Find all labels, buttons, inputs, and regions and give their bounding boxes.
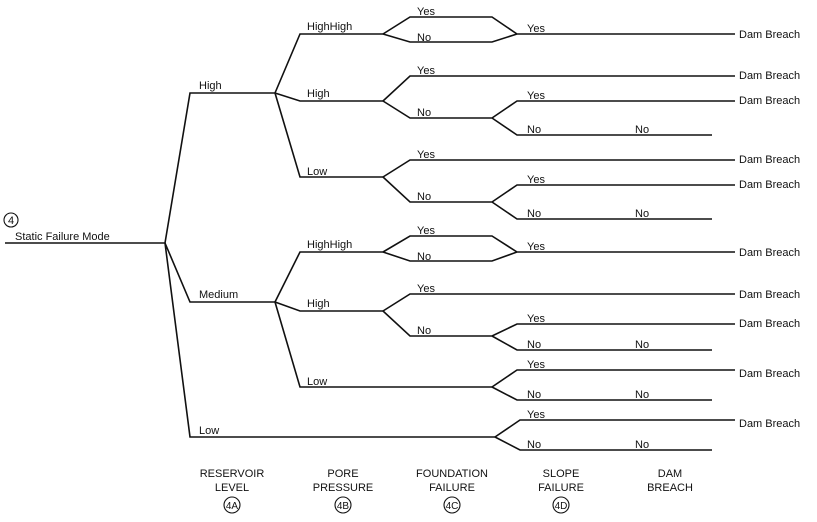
label-no: No bbox=[527, 439, 541, 451]
root-label: Static Failure Mode bbox=[15, 231, 110, 243]
column-title: BREACH bbox=[647, 482, 693, 494]
outcome-dam-breach: Dam Breach bbox=[739, 95, 800, 107]
outcome-dam-breach: Dam Breach bbox=[739, 247, 800, 259]
label-no: No bbox=[417, 32, 431, 44]
label-pore: HighHigh bbox=[307, 21, 352, 33]
branch-res-medium bbox=[164, 242, 275, 303]
label-yes: Yes bbox=[417, 283, 435, 295]
column-slope-failure: SLOPE FAILURE 4D bbox=[538, 468, 584, 514]
root-marker-circle bbox=[3, 212, 19, 228]
branches-m-h bbox=[382, 293, 735, 351]
label-res-medium: Medium bbox=[199, 289, 238, 301]
column-marker-circle bbox=[443, 496, 461, 514]
label-yes: Yes bbox=[417, 6, 435, 18]
label-yes: Yes bbox=[417, 65, 435, 77]
branches-pore-high bbox=[274, 33, 383, 178]
label-no: No bbox=[527, 339, 541, 351]
outcome-dam-breach: Dam Breach bbox=[739, 70, 800, 82]
column-marker-circle bbox=[552, 496, 570, 514]
label-pore: High bbox=[307, 298, 330, 310]
column-marker: 4B bbox=[337, 501, 350, 512]
column-foundation-failure: FOUNDATION FAILURE 4C bbox=[416, 468, 488, 514]
outcome-dam-breach: Dam Breach bbox=[739, 29, 800, 41]
label-no: No bbox=[527, 208, 541, 220]
label-no: No bbox=[635, 389, 649, 401]
label-no: No bbox=[527, 124, 541, 136]
label-no: No bbox=[417, 325, 431, 337]
label-yes: Yes bbox=[527, 174, 545, 186]
outcome-dam-breach: Dam Breach bbox=[739, 289, 800, 301]
branch-res-low bbox=[164, 242, 495, 438]
outcome-dam-breach: Dam Breach bbox=[739, 179, 800, 191]
column-dam-breach: DAM BREACH bbox=[647, 468, 693, 494]
branch-res-high bbox=[164, 92, 275, 244]
column-title: PRESSURE bbox=[313, 482, 374, 494]
label-yes: Yes bbox=[417, 225, 435, 237]
column-marker: 4A bbox=[226, 501, 239, 512]
label-no: No bbox=[635, 208, 649, 220]
label-yes: Yes bbox=[527, 23, 545, 35]
label-no: No bbox=[635, 339, 649, 351]
label-pore: HighHigh bbox=[307, 239, 352, 251]
label-pore: Low bbox=[307, 166, 327, 178]
column-marker: 4C bbox=[446, 501, 459, 512]
outcome-dam-breach: Dam Breach bbox=[739, 368, 800, 380]
column-title: FAILURE bbox=[538, 482, 584, 494]
column-marker-circle bbox=[334, 496, 352, 514]
label-no: No bbox=[417, 107, 431, 119]
label-pore: Low bbox=[307, 376, 327, 388]
branches-h-h bbox=[382, 75, 735, 136]
label-no: No bbox=[527, 389, 541, 401]
column-title: FOUNDATION bbox=[416, 468, 488, 480]
column-marker-circle bbox=[223, 496, 241, 514]
column-marker: 4D bbox=[555, 501, 568, 512]
branches-h-hh bbox=[382, 16, 735, 43]
label-yes: Yes bbox=[527, 241, 545, 253]
label-res-high: High bbox=[199, 80, 222, 92]
column-pore-pressure: PORE PRESSURE 4B bbox=[313, 468, 374, 514]
label-yes: Yes bbox=[527, 313, 545, 325]
outcome-dam-breach: Dam Breach bbox=[739, 318, 800, 330]
column-reservoir-level: RESERVOIR LEVEL 4A bbox=[200, 468, 265, 514]
label-yes: Yes bbox=[527, 409, 545, 421]
label-no: No bbox=[417, 191, 431, 203]
root-marker: 4 bbox=[8, 215, 14, 227]
column-title: DAM bbox=[658, 468, 682, 480]
branches-m-l bbox=[491, 369, 735, 401]
column-title: RESERVOIR bbox=[200, 468, 265, 480]
label-yes: Yes bbox=[417, 149, 435, 161]
label-yes: Yes bbox=[527, 90, 545, 102]
label-no: No bbox=[635, 124, 649, 136]
branches-m-hh bbox=[382, 235, 735, 262]
label-pore: High bbox=[307, 88, 330, 100]
column-title: PORE bbox=[327, 468, 358, 480]
column-title: FAILURE bbox=[429, 482, 475, 494]
column-title: SLOPE bbox=[543, 468, 580, 480]
branches-pore-medium bbox=[274, 251, 492, 388]
branches-l bbox=[494, 419, 735, 451]
branches-h-l bbox=[382, 159, 735, 220]
outcome-dam-breach: Dam Breach bbox=[739, 418, 800, 430]
column-title: LEVEL bbox=[215, 482, 249, 494]
label-no: No bbox=[417, 251, 431, 263]
label-res-low: Low bbox=[199, 425, 219, 437]
label-no: No bbox=[635, 439, 649, 451]
label-yes: Yes bbox=[527, 359, 545, 371]
outcome-dam-breach: Dam Breach bbox=[739, 154, 800, 166]
